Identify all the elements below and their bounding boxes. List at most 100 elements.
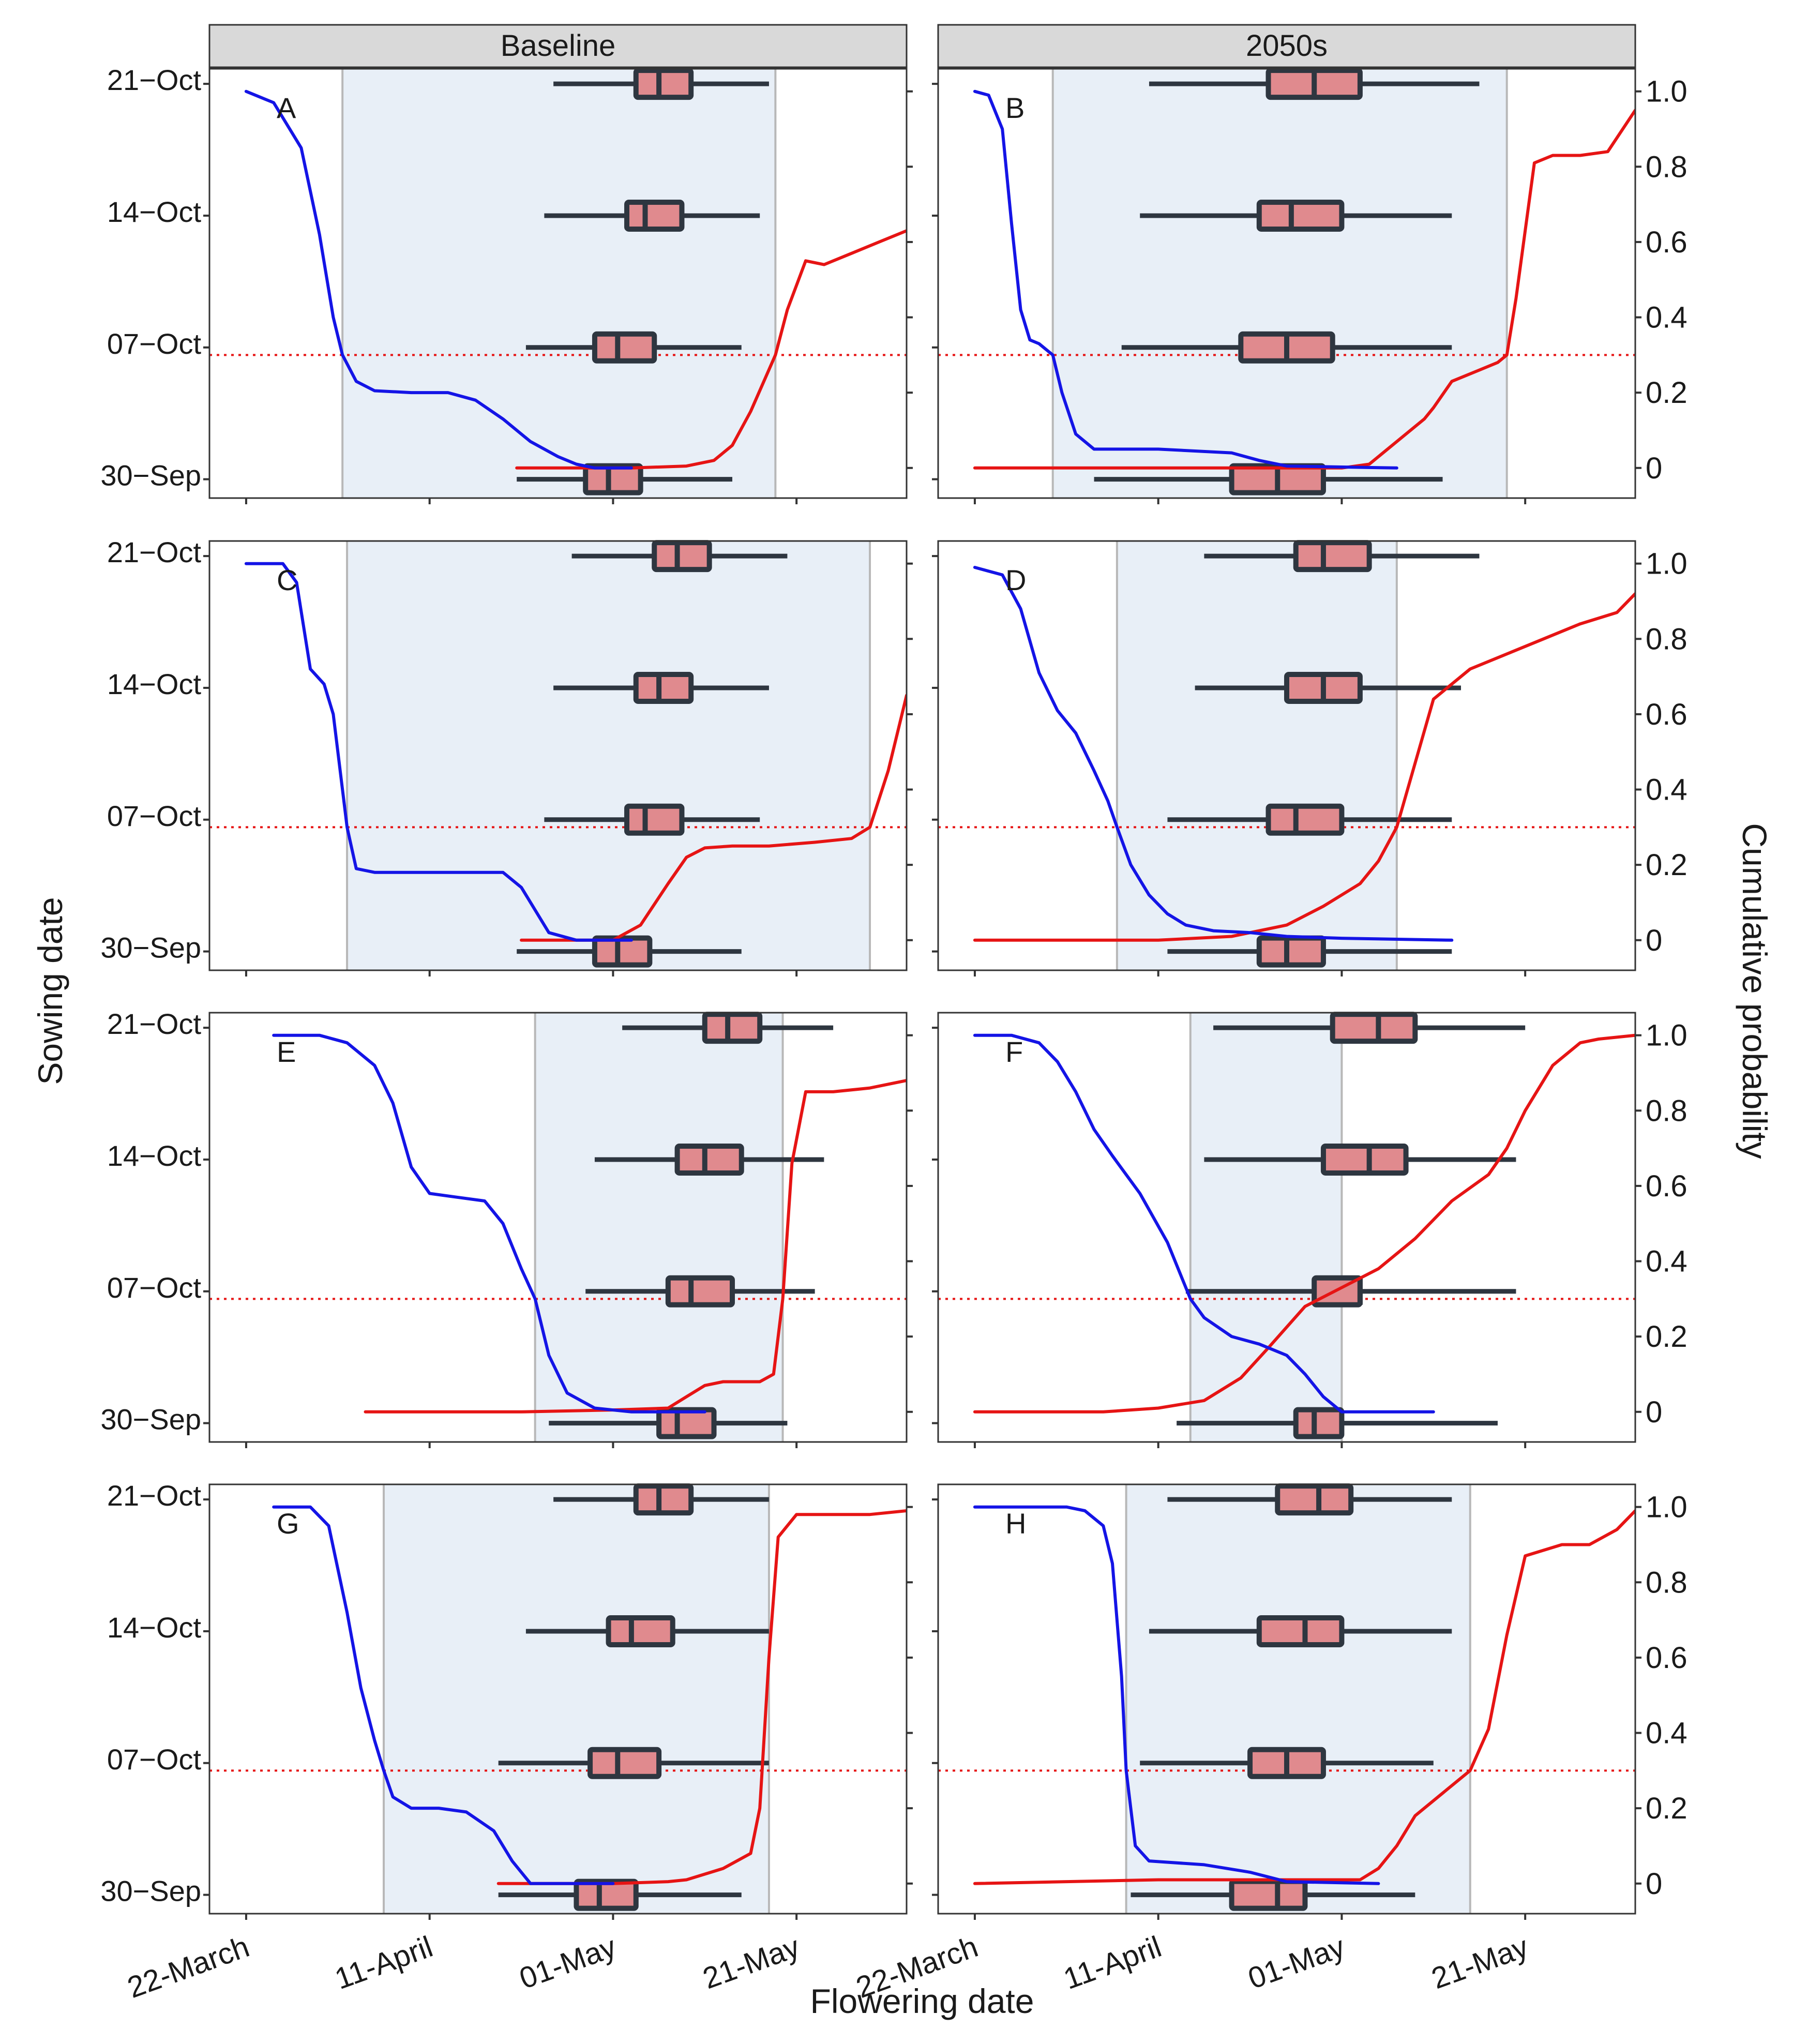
boxplot-sowing-0 [498,1878,742,1911]
boxplot-box [1229,1878,1308,1911]
y-right-tick-label: 0.2 [1646,1320,1688,1354]
strip-label: 2050s [1246,29,1328,63]
boxplot-sowing-7 [525,331,742,364]
boxplot-sowing-14 [553,671,769,704]
boxplot-box [1275,1483,1354,1516]
boxplot-sowing-0 [1167,935,1452,968]
boxplot-sowing-14 [525,1615,769,1647]
y-right-tick-label: 0 [1646,924,1662,957]
flowering-window-shade [384,1484,769,1914]
y-right-tick-label: 1.0 [1646,75,1688,109]
y-right-tick-label: 1.0 [1646,1019,1688,1053]
boxplot-sowing-0 [1094,463,1443,495]
panel-d: D 0 0.2 0.4 0.6 0.8 1.0 [932,540,1688,976]
y-right-tick-label: 0 [1646,1395,1662,1429]
panel-letter: G [277,1507,299,1540]
y-right-tick-label: 0.6 [1646,698,1688,731]
boxplot-sowing-21 [622,1012,834,1044]
y-left-tick-label: 14−Oct [107,668,202,700]
panel-letter: E [277,1035,296,1068]
flowering-window-shade [342,69,776,498]
panel-frame [937,540,1636,971]
y-left-tick-label: 21−Oct [107,1008,202,1040]
boxplot-sowing-14 [594,1143,824,1176]
boxplot-box [1330,1012,1418,1044]
red-cumulative-curve [515,229,907,470]
boxplot-sowing-7 [544,803,760,836]
y-right-tick-label: 1.0 [1646,1491,1688,1524]
x-tick-label: 01-May [1244,1930,1349,1995]
boxplot-box [1256,935,1326,968]
y-left-tick-label: 07−Oct [107,1743,202,1776]
boxplot-sowing-21 [571,540,788,573]
boxplot-box [1320,1143,1409,1176]
boxplot-box [1293,540,1372,573]
boxplot-sowing-21 [553,1483,769,1516]
y-right-tick-label: 0.4 [1646,773,1688,807]
red-cumulative-curve [973,1033,1635,1414]
red-cumulative-curve [520,694,907,942]
boxplot-sowing-14 [1195,671,1461,704]
boxplot-box [633,68,694,100]
y-right-tick-label: 0.4 [1646,301,1688,335]
boxplot-sowing-7 [498,1747,769,1779]
boxplot-box [633,671,694,704]
y-left-tick-label: 21−Oct [107,1479,202,1512]
strip-2050s: 2050s [937,24,1636,68]
panel-letter: A [277,92,296,124]
boxplot-box [652,540,712,573]
panel-letter: C [277,564,297,596]
y-axis-title-right: Cumulative probability [1736,823,1774,1159]
boxplot-box [574,1878,639,1911]
y-left-tick-label: 07−Oct [107,1271,202,1304]
boxplot-sowing-14 [1140,199,1452,232]
boxplot-box [633,1483,694,1516]
boxplot-sowing-0 [517,935,742,968]
y-right-tick-label: 0.6 [1646,226,1688,259]
blue-cumulative-curve [244,562,633,942]
y-left-tick-label: 14−Oct [107,1139,202,1172]
panel-frame [937,68,1636,499]
y-right-tick-label: 0.2 [1646,1792,1688,1825]
y-left-tick-label: 07−Oct [107,327,202,360]
y-left-tick-label: 30−Sep [100,931,201,964]
x-tick-label: 11-April [330,1930,437,1996]
boxplot-box [624,199,685,232]
boxplot-box [583,463,643,495]
flowering-window-shade [1190,1013,1342,1442]
boxplot-sowing-0 [549,1407,788,1439]
blue-cumulative-curve [973,566,1454,942]
panel-b: B 0 0.2 0.4 0.6 0.8 1.0 [932,68,1688,504]
boxplot-sowing-7 [1140,1747,1434,1779]
blue-cumulative-curve [272,1505,615,1885]
boxplot-sowing-21 [1213,1012,1526,1044]
y-right-tick-label: 0.6 [1646,1169,1688,1203]
y-right-tick-label: 0.8 [1646,1566,1688,1599]
red-cumulative-curve [973,1509,1635,1885]
y-right-tick-label: 0 [1646,452,1662,485]
panel-frame [937,1012,1636,1443]
strip-label: Baseline [501,29,615,63]
red-cumulative-curve [496,1509,907,1885]
boxplot-sowing-0 [517,463,732,495]
boxplot-sowing-21 [1204,540,1480,573]
blue-cumulative-curve [973,89,1398,470]
boxplot-sowing-14 [1149,1615,1452,1647]
boxplot-box [1293,1407,1345,1439]
boxplot-box [606,1615,675,1647]
panel-frame [208,540,908,971]
boxplot-sowing-21 [1149,68,1480,100]
flowering-window-shade [347,541,870,970]
flowering-window-shade [1117,541,1397,970]
y-right-tick-label: 0.2 [1646,376,1688,410]
y-left-tick-label: 07−Oct [107,800,202,832]
blue-cumulative-curve [973,1033,1435,1414]
panel-letter: F [1005,1035,1023,1068]
y-left-tick-label: 30−Sep [100,1875,201,1907]
red-cumulative-curve [364,1079,907,1414]
blue-cumulative-curve [244,89,633,470]
boxplot-box [1265,803,1345,836]
y-right-tick-label: 0.4 [1646,1245,1688,1279]
y-right-tick-label: 0.8 [1646,150,1688,184]
